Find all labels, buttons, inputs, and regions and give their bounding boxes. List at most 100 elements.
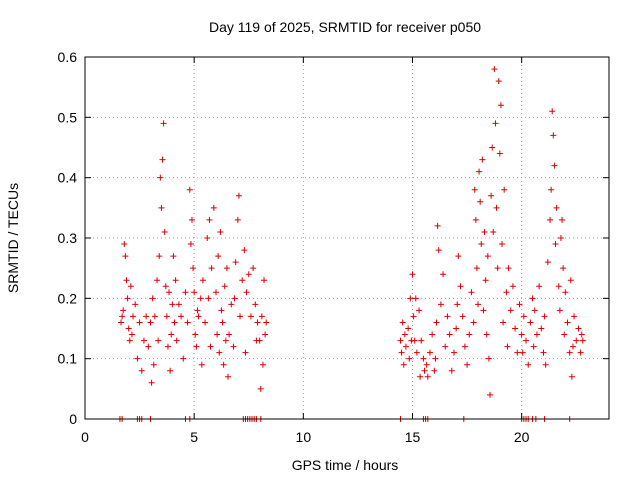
data-point: [423, 361, 430, 368]
data-point: [548, 186, 555, 193]
data-point: [540, 349, 547, 356]
data-point: [459, 313, 466, 320]
data-point: [431, 367, 438, 374]
y-tick-labels: 0 0.1 0.2 0.3 0.4 0.5 0.6: [58, 49, 78, 427]
data-point: [252, 301, 259, 308]
data-point: [254, 319, 261, 326]
data-point: [169, 301, 176, 308]
data-point: [440, 271, 447, 278]
data-point: [435, 247, 442, 254]
data-point: [492, 120, 499, 127]
data-point: [401, 331, 408, 338]
data-point: [182, 289, 189, 296]
data-point: [476, 168, 483, 175]
data-point: [450, 349, 457, 356]
y-tick-label: 0.2: [58, 290, 78, 306]
data-point: [484, 253, 491, 260]
data-point: [496, 150, 503, 157]
data-point: [575, 325, 582, 332]
data-point: [552, 241, 559, 248]
data-point: [166, 289, 173, 296]
data-point: [207, 343, 214, 350]
data-point: [202, 319, 209, 326]
data-point: [204, 235, 211, 241]
data-point: [145, 343, 152, 350]
data-point: [482, 277, 489, 284]
data-point: [250, 265, 257, 272]
data-point: [420, 355, 427, 362]
data-point: [494, 265, 501, 272]
data-point: [499, 241, 506, 248]
data-point: [475, 301, 481, 308]
data-point: [520, 313, 527, 320]
data-point: [122, 253, 129, 260]
data-point: [192, 331, 199, 338]
data-point: [516, 301, 523, 308]
data-point: [402, 343, 409, 350]
y-tick-label: 0.1: [58, 351, 78, 367]
data-point: [488, 192, 495, 199]
data-point: [468, 289, 475, 296]
data-point: [527, 319, 534, 326]
data-point: [186, 186, 193, 193]
data-point: [424, 373, 431, 380]
data-point: [560, 265, 567, 272]
data-point: [399, 319, 406, 326]
data-point: [150, 361, 157, 368]
data-point: [406, 355, 413, 362]
data-point: [151, 313, 158, 320]
data-point: [493, 204, 500, 211]
data-point: [477, 198, 484, 205]
data-point: [413, 349, 420, 356]
data-point: [437, 301, 444, 308]
data-point: [550, 132, 557, 139]
data-point: [485, 355, 492, 362]
data-point: [564, 319, 571, 326]
data-point: [514, 349, 521, 356]
data-point: [262, 331, 269, 338]
x-tick-labels: 0 5 10 15 20: [81, 429, 530, 445]
data-point: [567, 277, 574, 284]
x-tick-label: 20: [514, 429, 530, 445]
data-point: [206, 216, 213, 223]
data-point: [432, 355, 439, 362]
data-point: [555, 283, 562, 290]
data-point: [197, 295, 204, 302]
data-point: [123, 277, 130, 284]
data-point: [478, 241, 485, 248]
data-point: [529, 295, 536, 302]
y-tick-label: 0: [69, 411, 77, 427]
data-point: [509, 283, 516, 290]
data-point: [464, 361, 471, 368]
data-point: [434, 222, 441, 229]
data-point: [140, 337, 147, 344]
data-point: [193, 343, 200, 350]
data-point: [208, 265, 215, 272]
data-point: [490, 228, 497, 235]
data-point: [483, 331, 490, 338]
data-point: [195, 313, 202, 320]
data-point: [409, 271, 416, 278]
data-point: [416, 307, 423, 314]
data-point: [171, 319, 178, 326]
data-point: [228, 301, 235, 308]
data-point: [536, 283, 543, 290]
data-point: [400, 361, 407, 368]
data-point: [553, 204, 560, 211]
data-point: [479, 156, 486, 163]
data-point: [507, 307, 514, 314]
data-point: [219, 319, 226, 326]
data-point: [518, 331, 525, 338]
data-point: [188, 216, 195, 223]
data-point: [487, 391, 494, 398]
x-tick-label: 10: [296, 429, 312, 445]
data-point: [247, 313, 254, 320]
data-point: [157, 174, 164, 181]
data-point: [577, 349, 584, 356]
data-point: [497, 102, 504, 109]
data-point: [519, 349, 526, 356]
x-tick-label: 0: [81, 429, 89, 445]
data-point: [221, 283, 228, 290]
data-points: [118, 66, 586, 398]
